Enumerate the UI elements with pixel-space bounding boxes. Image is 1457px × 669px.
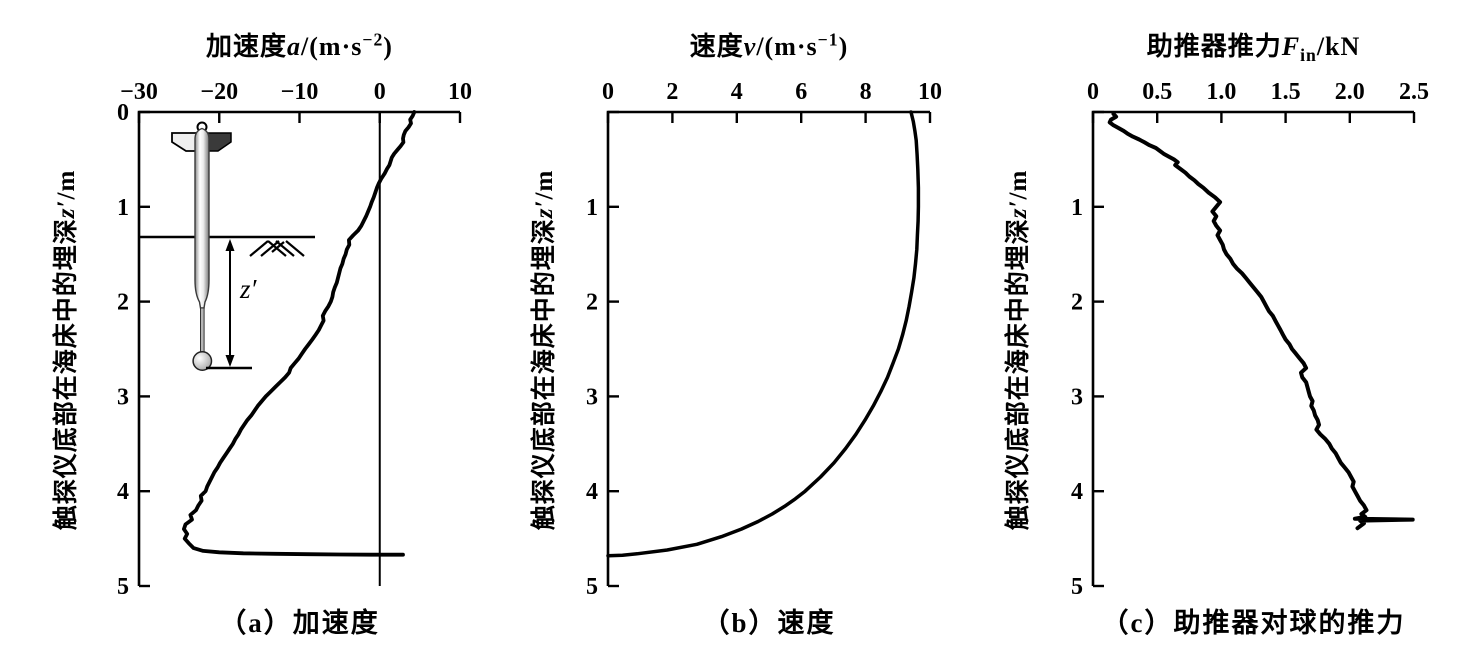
x-axis-title-b: 速度v/(m·s−1): [608, 26, 930, 66]
x-tick-label-c-2: 1.0: [1206, 79, 1236, 105]
y-tick-label-b-3: 3: [586, 384, 598, 410]
x-tick-label-a-2: −10: [281, 79, 319, 105]
x-axis-title-b-symbol: v: [743, 32, 757, 61]
x-tick-label-b-3: 6: [795, 79, 807, 105]
penetrometer-shaft: [194, 127, 210, 309]
curve-b: [606, 110, 921, 558]
x-axis-title-a-text: 加速度: [206, 32, 288, 61]
y-tick-label-a-2: 2: [117, 290, 129, 316]
x-axis-title-a: 加速度a/(m·s−2): [139, 26, 460, 66]
x-axis-title-a-symbol: a: [287, 32, 302, 61]
x-tick-label-c-1: 0.5: [1142, 79, 1172, 105]
inset-depth-label: z′: [239, 274, 258, 304]
x-tick-label-c-3: 1.5: [1271, 79, 1301, 105]
x-axis-title-a-unit: /(m·s: [301, 32, 363, 61]
soil-hatch-icon: [249, 240, 305, 257]
y-axis-title-c-text: 触探仪底部在海床中的埋深: [1005, 218, 1032, 531]
caption-a: （a）加速度: [219, 608, 380, 638]
curve-c: [1107, 111, 1415, 531]
curve-a: [182, 110, 417, 557]
x-axis-title-b-unit-close: ): [838, 32, 849, 61]
tail-fin-left: [171, 132, 198, 152]
y-axis-title-c-unit: /m: [1005, 169, 1032, 200]
y-axis-title-c-symbol: z′: [1005, 199, 1032, 219]
penetrometer-ball: [192, 351, 213, 371]
depth-dimension-arrow-icon: [225, 239, 235, 367]
y-axis-title-c: 触探仪底部在海床中的埋深z′/m: [1002, 113, 1036, 587]
penetrometer-inset: z′: [140, 121, 315, 371]
x-axis-title-b-text: 速度: [689, 32, 744, 61]
y-axis-title-a: 触探仪底部在海床中的埋深z′/m: [50, 113, 84, 587]
x-tick-label-b-5: 10: [918, 79, 942, 105]
x-axis-title-c-text: 助推器推力: [1146, 32, 1282, 61]
x-tick-label-c-5: 2.5: [1399, 79, 1429, 105]
x-tick-label-b-4: 8: [860, 79, 872, 105]
y-tick-label-a-1: 1: [117, 195, 129, 221]
x-axis-title-a-unit-close: ): [383, 32, 393, 61]
y-tick-label-b-4: 4: [586, 479, 598, 505]
x-tick-label-a-3: 0: [374, 79, 386, 105]
x-tick-label-a-0: −30: [120, 79, 158, 105]
x-axis-title-a-superscript: −2: [362, 29, 384, 50]
y-tick-label-c-3: 3: [1071, 384, 1083, 410]
y-tick-label-b-5: 5: [586, 574, 598, 600]
tail-fin-right: [206, 132, 232, 152]
y-tick-label-c-2: 2: [1071, 290, 1083, 316]
y-tick-label-a-0: 0: [117, 100, 129, 126]
y-axis-title-a-unit: /m: [53, 169, 80, 200]
y-tick-label-b-2: 2: [586, 290, 598, 316]
y-tick-label-c-1: 1: [1071, 195, 1083, 221]
x-axis-title-c: 助推器推力Fin/kN: [1093, 26, 1414, 66]
y-axis-title-a-text: 触探仪底部在海床中的埋深: [53, 218, 80, 531]
x-tick-label-a-4: 10: [448, 79, 472, 105]
caption-c: （c）助推器对球的推力: [1101, 608, 1406, 638]
x-tick-label-c-4: 2.0: [1335, 79, 1365, 105]
y-tick-label-c-4: 4: [1071, 479, 1083, 505]
x-axis-title-c-symbol: F: [1281, 32, 1301, 61]
x-tick-label-b-0: 0: [602, 79, 614, 105]
x-tick-label-a-1: −20: [200, 79, 238, 105]
x-tick-label-b-1: 2: [666, 79, 678, 105]
y-axis-title-b-text: 触探仪底部在海床中的埋深: [531, 218, 558, 531]
y-axis-title-b-unit: /m: [531, 169, 558, 200]
y-tick-label-a-4: 4: [117, 479, 129, 505]
y-tick-label-b-1: 1: [586, 195, 598, 221]
x-axis-title-b-unit: /(m·s: [756, 32, 818, 61]
x-axis-title-c-unit: /kN: [1316, 32, 1361, 61]
caption-b: （b）速度: [702, 608, 836, 638]
x-tick-label-b-2: 4: [731, 79, 743, 105]
y-tick-label-a-3: 3: [117, 384, 129, 410]
x-tick-label-c-0: 0: [1087, 79, 1099, 105]
y-tick-label-c-5: 5: [1071, 574, 1083, 600]
y-axis-title-a-symbol: z′: [53, 199, 80, 219]
y-tick-label-a-5: 5: [117, 574, 129, 600]
y-axis-title-b: 触探仪底部在海床中的埋深z′/m: [528, 113, 562, 587]
x-axis-title-b-superscript: −1: [817, 29, 839, 50]
penetrometer-rod: [200, 307, 205, 354]
y-axis-title-b-symbol: z′: [531, 199, 558, 219]
x-axis-title-c-subscript: in: [1300, 45, 1317, 66]
